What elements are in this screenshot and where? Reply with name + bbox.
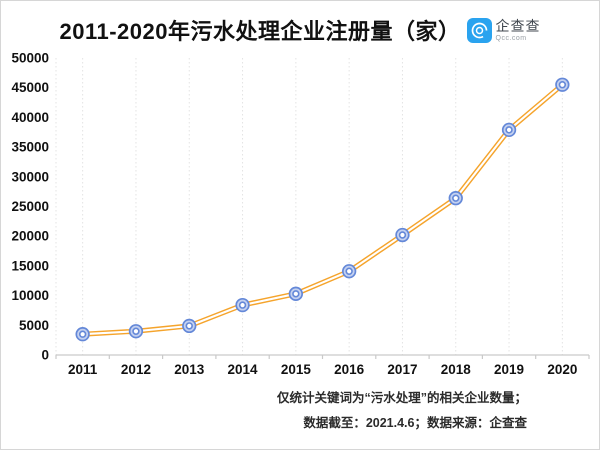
y-axis-tick-label: 30000 bbox=[11, 169, 49, 184]
data-point-marker-inner bbox=[78, 330, 87, 338]
qcc-logo-text: 企查查 Qcc.com bbox=[496, 19, 541, 42]
data-point-marker-inner bbox=[238, 301, 247, 309]
y-axis-tick-label: 45000 bbox=[11, 80, 49, 95]
qcc-logo-domain: Qcc.com bbox=[495, 34, 527, 42]
y-axis-tick-label: 40000 bbox=[11, 110, 49, 125]
data-point-marker-inner bbox=[558, 81, 567, 89]
x-axis-tick-label: 2011 bbox=[68, 362, 98, 377]
data-point-marker-inner bbox=[292, 290, 300, 298]
y-axis-tick-label: 25000 bbox=[11, 199, 49, 214]
x-axis-tick-label: 2019 bbox=[494, 362, 524, 377]
x-axis-tick-label: 2020 bbox=[547, 362, 577, 377]
qcc-logo: 企查查 Qcc.com bbox=[466, 17, 541, 43]
x-axis-tick-label: 2018 bbox=[441, 362, 472, 377]
data-point-marker-inner bbox=[452, 194, 460, 202]
qcc-logo-icon bbox=[466, 17, 492, 43]
data-point-marker-inner bbox=[398, 231, 407, 239]
footnote-line-2: 数据截至：2021.4.6；数据来源：企查查 bbox=[303, 416, 527, 430]
x-axis-tick-label: 2015 bbox=[281, 362, 312, 377]
series-line-inner bbox=[81, 83, 564, 336]
data-point-marker-inner bbox=[505, 126, 513, 134]
y-axis-tick-label: 15000 bbox=[11, 258, 49, 273]
chart-title: 2011-2020年污水处理企业注册量（家） bbox=[59, 19, 461, 44]
data-point-marker-inner bbox=[185, 322, 193, 330]
y-axis-tick-label: 35000 bbox=[11, 140, 49, 155]
x-axis-tick-label: 2017 bbox=[387, 362, 417, 377]
x-axis-tick-label: 2013 bbox=[174, 362, 205, 377]
x-axis-tick-label: 2012 bbox=[121, 362, 151, 377]
y-axis-tick-label: 50000 bbox=[11, 51, 49, 66]
y-axis-tick-label: 10000 bbox=[11, 288, 49, 303]
y-axis-tick-label: 5000 bbox=[19, 318, 49, 333]
data-point-marker-inner bbox=[345, 267, 353, 275]
x-axis-tick-label: 2016 bbox=[334, 362, 365, 377]
chart-header: 2011-2020年污水处理企业注册量（家） 企查查 Qcc.com bbox=[1, 9, 599, 51]
footnote-line-1: 仅统计关键词为“污水处理”的相关企业数量； bbox=[276, 391, 527, 405]
data-point-marker-inner bbox=[132, 327, 140, 335]
qcc-logo-name: 企查查 bbox=[495, 17, 541, 34]
y-axis-tick-label: 0 bbox=[41, 348, 49, 363]
y-axis-tick-label: 20000 bbox=[11, 229, 49, 244]
chart-footnote: 仅统计关键词为“污水处理”的相关企业数量； 数据截至：2021.4.6；数据来源… bbox=[277, 386, 527, 436]
x-axis-tick-label: 2014 bbox=[228, 362, 259, 377]
series-line-outer bbox=[80, 82, 565, 337]
